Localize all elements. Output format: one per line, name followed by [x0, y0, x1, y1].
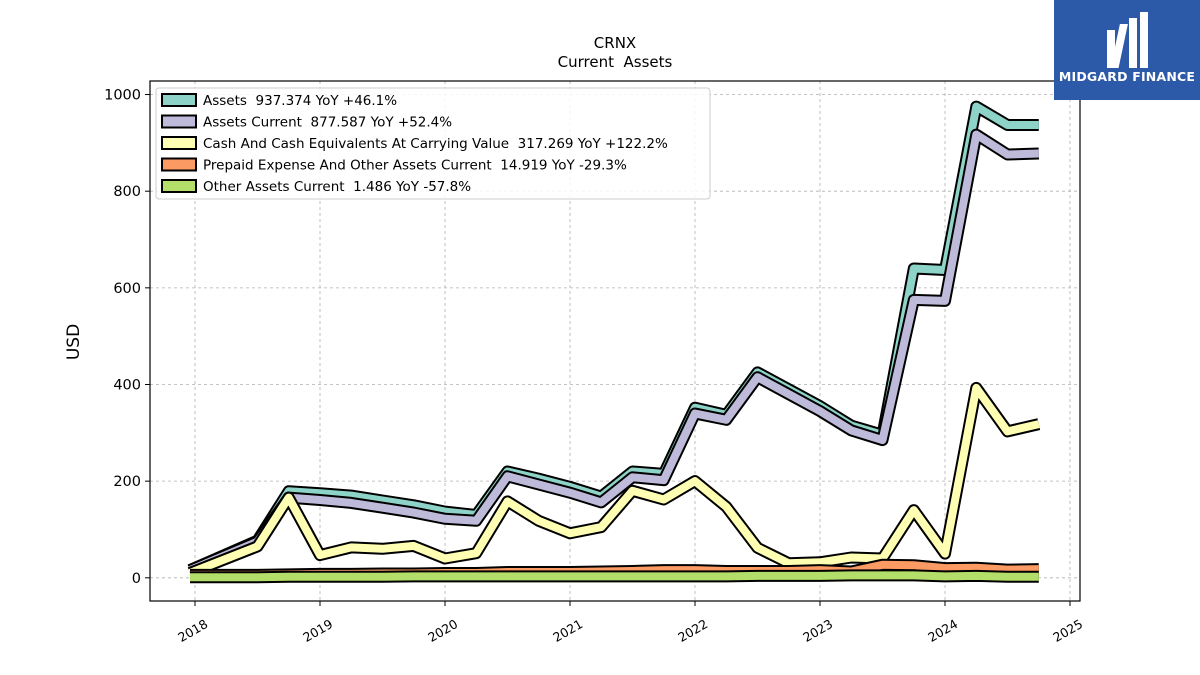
series-line: [190, 571, 1039, 582]
legend-label: Cash And Cash Equivalents At Carrying Va…: [203, 136, 668, 152]
legend-swatch: [161, 93, 197, 107]
y-tick-label: 400: [113, 377, 141, 393]
x-tick-label: 2018: [175, 616, 210, 645]
legend-label: Assets Current 877.587 YoY +52.4%: [203, 115, 452, 131]
x-tick-label: 2022: [675, 616, 710, 645]
chart-subtitle: Current Assets: [558, 53, 673, 71]
legend-swatch: [161, 157, 197, 172]
y-axis-label: USD: [64, 324, 84, 360]
y-tick-label: 0: [132, 571, 141, 587]
x-tick-label: 2025: [1050, 616, 1085, 645]
legend-label: Assets 937.374 YoY +46.1%: [203, 93, 397, 109]
y-ticks: 0 200 400 600 800 1000: [104, 88, 150, 587]
x-tick-label: 2021: [550, 616, 585, 645]
logo-text: MIDGARD FINANCE: [1058, 69, 1196, 84]
y-tick-label: 200: [113, 474, 141, 490]
legend-label: Prepaid Expense And Other Assets Current…: [203, 158, 627, 174]
x-tick-label: 2019: [300, 616, 335, 645]
plot-frame: [149, 80, 1081, 602]
series-line: [188, 383, 1040, 577]
legend-swatch: [161, 114, 197, 129]
legend-label: Other Assets Current 1.486 YoY -57.8%: [203, 179, 471, 195]
legend-box: [155, 87, 711, 200]
y-tick-label: 1000: [104, 88, 141, 104]
x-tick-label: 2020: [425, 616, 460, 645]
midgard-finance-logo: MIDGARD FINANCE: [1054, 0, 1200, 100]
series-line: [188, 130, 1039, 574]
legend-swatch: [161, 136, 197, 150]
x-ticks: 2018 2019 2020 2021 2022 2023 2024 2025: [175, 601, 1085, 645]
legend: Assets 937.374 YoY +46.1% Assets Current …: [155, 87, 711, 200]
x-tick-label: 2023: [800, 616, 835, 645]
chart-title: CRNX: [594, 34, 636, 52]
x-tick-label: 2024: [925, 616, 960, 645]
y-tick-label: 800: [113, 184, 141, 200]
logo-mark-icon: [1107, 12, 1148, 68]
series-lines: [187, 100, 1041, 584]
y-tick-label: 600: [113, 281, 141, 297]
legend-swatch: [161, 179, 197, 193]
